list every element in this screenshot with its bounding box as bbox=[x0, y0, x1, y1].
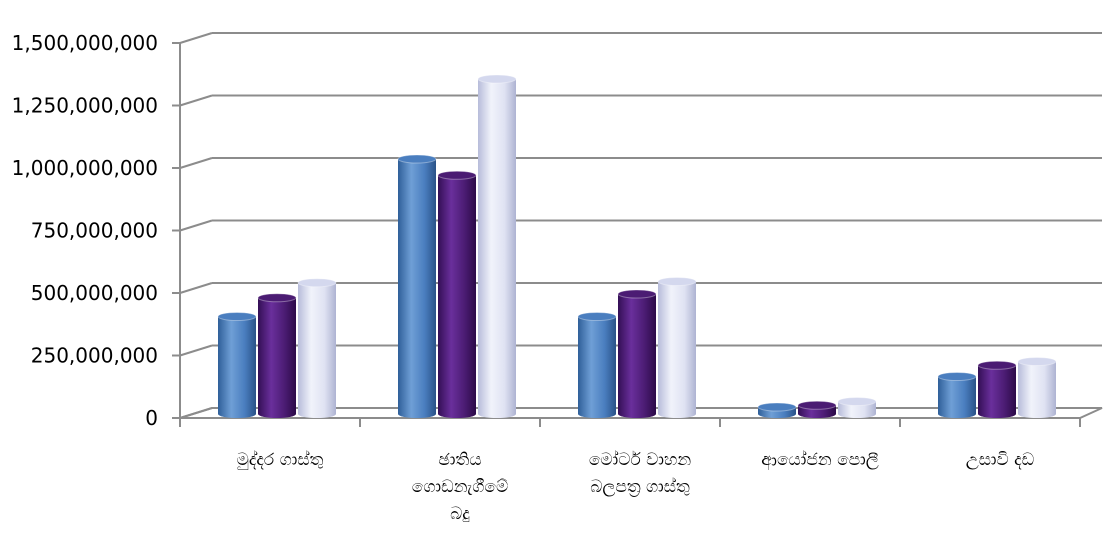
gridline-side bbox=[179, 94, 213, 107]
y-tick-label: 750,000,000 bbox=[31, 219, 158, 243]
bar-body bbox=[658, 281, 696, 418]
bar-top bbox=[437, 170, 477, 180]
category-label: බලපත්‍ර ගාස්තු bbox=[590, 477, 690, 497]
bar-top bbox=[257, 293, 297, 303]
axes bbox=[172, 42, 1103, 427]
grid-lines bbox=[179, 32, 1102, 419]
bar-top bbox=[837, 397, 877, 406]
bar bbox=[617, 289, 657, 418]
bar-body bbox=[438, 175, 476, 418]
bar bbox=[477, 74, 517, 418]
bar-top bbox=[397, 154, 437, 164]
bar bbox=[937, 372, 977, 418]
gridline-side bbox=[179, 282, 213, 294]
bar bbox=[657, 277, 697, 418]
bar bbox=[217, 312, 257, 418]
bar bbox=[437, 170, 477, 418]
bar-top bbox=[657, 277, 697, 286]
bar-top bbox=[797, 400, 837, 410]
y-tick-label: 1,250,000,000 bbox=[12, 94, 158, 118]
bar bbox=[397, 154, 437, 418]
bar-top bbox=[577, 312, 617, 321]
bar-body bbox=[218, 316, 256, 418]
bar-top bbox=[477, 74, 517, 84]
bar-top bbox=[937, 372, 977, 381]
bar bbox=[297, 278, 337, 418]
bar bbox=[1017, 357, 1057, 418]
bar-top bbox=[217, 312, 257, 321]
category-labels: මුද්දර ගාස්තු ඡාතිය ගොඩනැගීමේ බදු මෝටර් වාහන… bbox=[237, 450, 1035, 524]
bar bbox=[757, 402, 797, 418]
bar-body bbox=[618, 294, 656, 418]
gridline-side bbox=[179, 344, 213, 357]
bar-top bbox=[977, 360, 1017, 370]
category-label: බදු bbox=[450, 504, 470, 524]
category-label: මුද්දර ගාස්තු bbox=[237, 450, 324, 470]
y-tick-label: 0 bbox=[145, 406, 158, 430]
bar-top bbox=[1017, 357, 1057, 366]
category-label: ඡාතිය bbox=[438, 450, 481, 470]
bar-body bbox=[298, 282, 336, 418]
bar bbox=[257, 293, 297, 418]
category-label: උසාවි දඩ bbox=[966, 450, 1035, 470]
bar bbox=[837, 397, 877, 418]
category-label: මෝටර් වාහන bbox=[589, 450, 691, 470]
bar bbox=[977, 360, 1017, 418]
y-tick-label: 500,000,000 bbox=[31, 281, 158, 305]
bar-top bbox=[617, 289, 657, 299]
bar-top bbox=[297, 278, 337, 288]
bar-body bbox=[578, 316, 616, 418]
gridline-side bbox=[179, 219, 213, 232]
gridline-side bbox=[179, 157, 213, 169]
bars bbox=[217, 74, 1057, 418]
y-tick-label: 250,000,000 bbox=[31, 344, 158, 368]
bar-top bbox=[757, 402, 797, 412]
category-label: ගොඩනැගීමේ bbox=[412, 477, 508, 497]
bar-body bbox=[838, 401, 876, 418]
bar-body bbox=[1018, 361, 1056, 418]
bar-body bbox=[978, 365, 1016, 418]
bar-body bbox=[398, 159, 436, 418]
bar-body bbox=[258, 297, 296, 418]
gridline-side bbox=[179, 32, 213, 44]
y-tick-label: 1,000,000,000 bbox=[12, 156, 158, 180]
y-tick-labels: 0 250,000,000 500,000,000 750,000,000 1,000,… bbox=[12, 31, 158, 430]
bar-body bbox=[478, 79, 516, 418]
chart-floor bbox=[179, 407, 1103, 419]
bar-body bbox=[938, 376, 976, 418]
bar bbox=[577, 312, 617, 418]
y-tick-label: 1,500,000,000 bbox=[12, 31, 158, 55]
bar bbox=[797, 400, 837, 418]
category-label: ආයෝජන පොලී bbox=[761, 450, 878, 471]
